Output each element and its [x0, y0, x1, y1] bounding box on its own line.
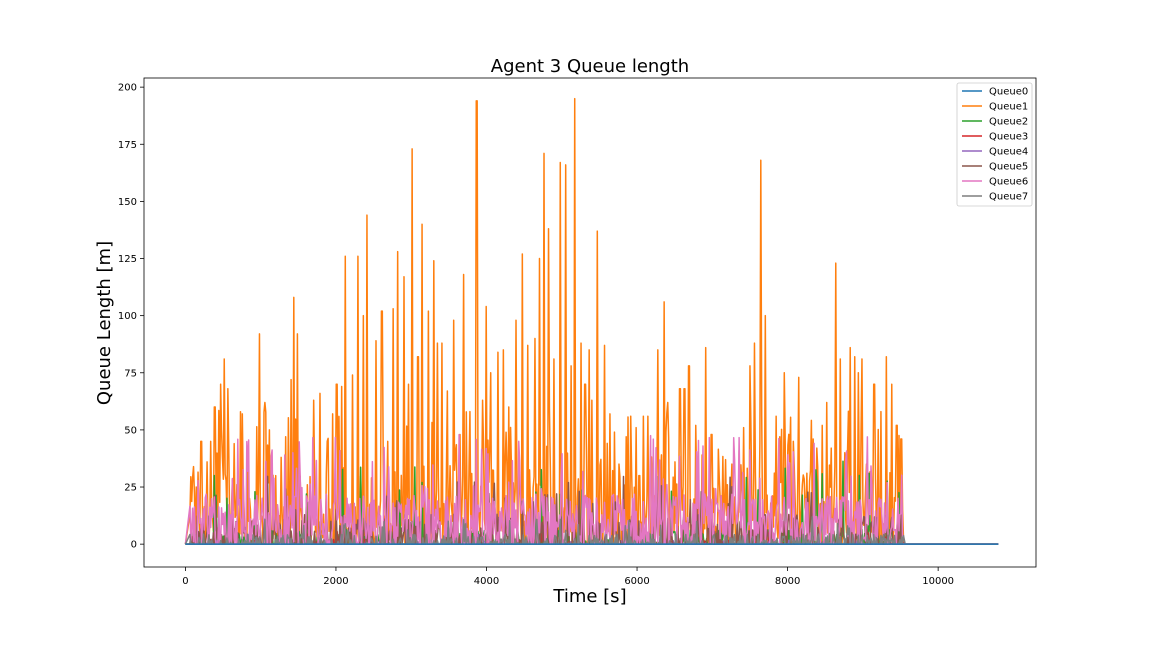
y-tick-label: 25 [124, 483, 137, 494]
x-tick-label: 0 [182, 576, 188, 587]
legend-label-queue2: Queue2 [989, 117, 1028, 128]
y-tick-label: 50 [124, 425, 137, 436]
chart-title: Agent 3 Queue length [491, 56, 689, 77]
x-tick-label: 8000 [775, 576, 800, 587]
x-tick-label: 6000 [624, 576, 649, 587]
y-tick-label: 125 [118, 254, 137, 265]
legend: Queue0 Queue1 Queue2 Queue3 Queue4 Queue5 Queu… [956, 82, 1033, 207]
y-tick-label: 150 [118, 197, 137, 208]
legend-label-queue6: Queue6 [989, 177, 1028, 188]
x-axis: 0 2000 4000 6000 8000 10000 [182, 567, 954, 587]
series-line-queue6 [184, 433, 999, 545]
legend-box [956, 82, 1033, 207]
y-tick-label: 0 [131, 540, 137, 551]
y-axis-label: Queue Length [m] [94, 241, 115, 405]
x-tick-label: 10000 [922, 576, 954, 587]
y-tick-label: 200 [118, 83, 137, 94]
x-axis-label: Time [s] [552, 586, 626, 607]
legend-label-queue3: Queue3 [989, 132, 1028, 143]
legend-label-queue5: Queue5 [989, 162, 1028, 173]
y-axis: 0 25 50 75 100 125 150 175 200 [118, 83, 144, 551]
legend-label-queue1: Queue1 [989, 102, 1028, 113]
legend-label-queue4: Queue4 [989, 147, 1028, 158]
y-tick-label: 175 [118, 140, 137, 151]
y-tick-label: 75 [124, 368, 137, 379]
plot-frame [143, 77, 1037, 568]
x-tick-label: 2000 [323, 576, 348, 587]
x-tick-label: 4000 [474, 576, 499, 587]
series-layer [184, 97, 999, 545]
legend-label-queue0: Queue0 [989, 87, 1028, 98]
legend-label-queue7: Queue7 [989, 192, 1028, 203]
y-tick-label: 100 [118, 311, 137, 322]
